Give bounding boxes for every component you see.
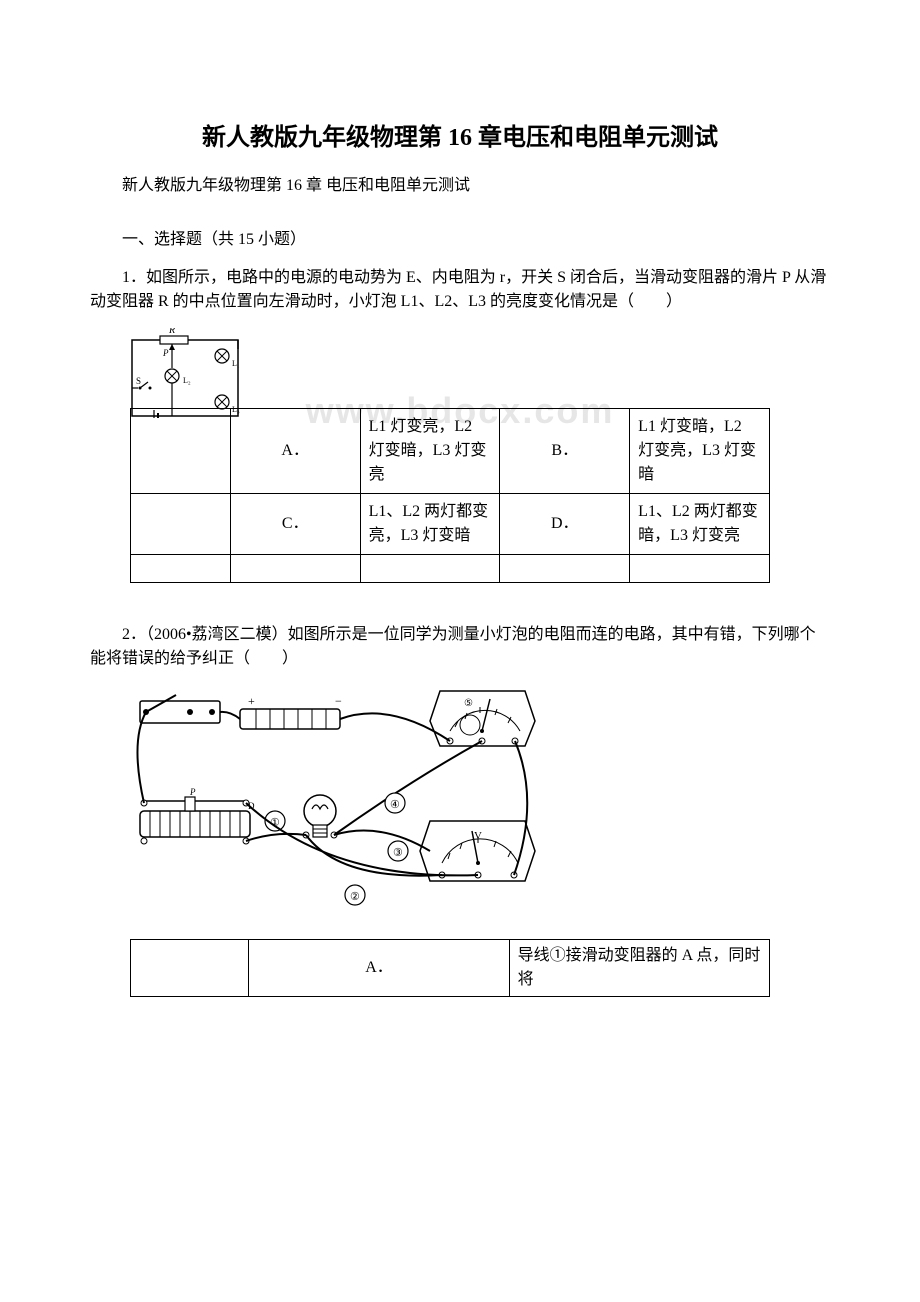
option-a-text-q2: 导线①接滑动变阻器的 A 点，同时将	[509, 940, 769, 997]
svg-text:L₁: L₁	[232, 359, 240, 368]
table-cell	[131, 555, 231, 583]
circuit-diagram-2: + − ⑤ P D V	[130, 681, 550, 921]
svg-text:L₃: L₃	[232, 405, 240, 414]
table-cell	[360, 555, 500, 583]
svg-text:L₂: L₂	[183, 376, 191, 385]
subtitle-text: 新人教版九年级物理第 16 章 电压和电阻单元测试	[90, 174, 830, 198]
option-d-text: L1、L2 两灯都变暗，L3 灯变亮	[630, 494, 770, 555]
option-a-label-q2: A．	[249, 940, 509, 997]
table-cell	[131, 494, 231, 555]
svg-text:③: ③	[393, 847, 403, 859]
circuit-diagram-1: R P L₂ L₁ L₃ S E r	[130, 328, 240, 418]
svg-text:+: +	[248, 694, 255, 708]
table-cell	[131, 940, 249, 997]
table-cell	[630, 555, 770, 583]
question-1-options-table: A． L1 灯变亮，L2 灯变暗，L3 灯变亮 B． L1 灯变暗，L2 灯变亮…	[130, 408, 770, 583]
question-2-options-table: A． 导线①接滑动变阻器的 A 点，同时将	[130, 939, 770, 997]
option-b-text: L1 灯变暗，L2 灯变亮，L3 灯变暗	[630, 409, 770, 494]
svg-text:V: V	[474, 830, 482, 842]
question-1-text: 1．如图所示，电路中的电源的电动势为 E、内电阻为 r，开关 S 闭合后，当滑动…	[90, 266, 830, 314]
option-b-label: B．	[500, 409, 630, 494]
svg-text:⑤: ⑤	[464, 698, 473, 709]
section-heading: 一、选择题（共 15 小题）	[90, 228, 830, 252]
svg-text:R: R	[168, 328, 175, 336]
option-a-label: A．	[230, 409, 360, 494]
svg-text:P: P	[162, 348, 169, 358]
table-cell	[500, 555, 630, 583]
option-c-text: L1、L2 两灯都变亮，L3 灯变暗	[360, 494, 500, 555]
question-2-text: 2．（2006•荔湾区二模）如图所示是一位同学为测量小灯泡的电阻而连的电路，其中…	[90, 623, 830, 671]
svg-text:P: P	[189, 787, 196, 797]
page-title: 新人教版九年级物理第 16 章电压和电阻单元测试	[90, 120, 830, 156]
svg-text:④: ④	[390, 799, 400, 811]
svg-text:−: −	[335, 694, 342, 708]
table-cell	[230, 555, 360, 583]
table-cell	[131, 409, 231, 494]
svg-text:S: S	[136, 376, 141, 386]
option-a-text: L1 灯变亮，L2 灯变暗，L3 灯变亮	[360, 409, 500, 494]
option-c-label: C．	[230, 494, 360, 555]
svg-text:②: ②	[350, 891, 360, 903]
option-d-label: D．	[500, 494, 630, 555]
